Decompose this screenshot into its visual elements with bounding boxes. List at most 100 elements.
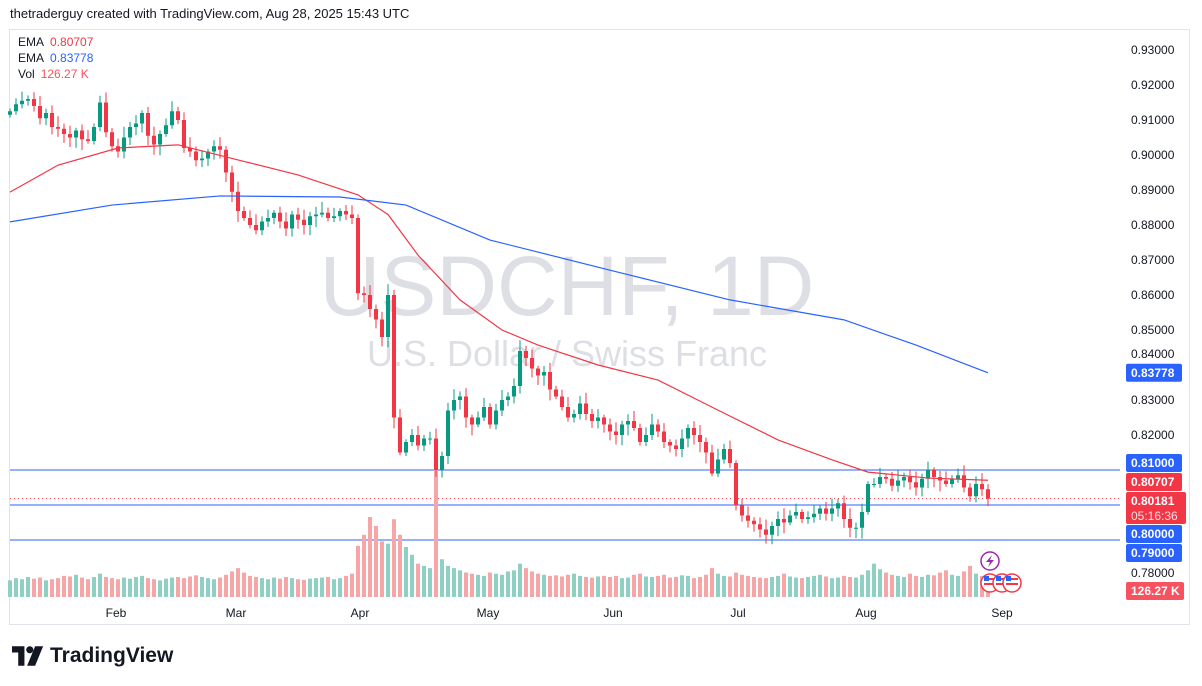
candle-body <box>608 424 612 432</box>
candle-body <box>662 431 666 442</box>
candle <box>836 498 840 517</box>
volume-bar <box>926 574 930 597</box>
candle-body <box>14 104 18 112</box>
candle-body <box>614 431 618 435</box>
time-axis-label: Feb <box>106 606 127 620</box>
candle <box>752 517 756 532</box>
tradingview-logo-icon <box>12 646 44 666</box>
candle-body <box>332 216 336 218</box>
candle <box>458 391 462 410</box>
candle-body <box>590 414 594 421</box>
volume-bar <box>566 574 570 597</box>
volume-bar <box>266 579 270 597</box>
candle-body <box>926 470 930 479</box>
volume-bar <box>290 578 294 597</box>
candle <box>152 126 156 155</box>
volume-bar <box>530 571 534 597</box>
candle-body <box>344 211 348 215</box>
candle <box>446 402 450 465</box>
candle <box>680 429 684 458</box>
candle <box>68 125 72 148</box>
candle <box>284 212 288 237</box>
candle-body <box>104 102 108 133</box>
candle <box>938 471 942 492</box>
axis-price-label: 0.83778 <box>1126 363 1182 382</box>
price-tick-label: 0.78000 <box>1131 566 1175 580</box>
candle-body <box>800 512 804 519</box>
candle <box>908 469 912 490</box>
candle-body <box>446 410 450 456</box>
tradingview-logo[interactable]: TradingView <box>12 644 173 668</box>
candle <box>224 146 228 183</box>
volume-bar <box>524 568 528 597</box>
lightning-icon[interactable] <box>980 551 1000 571</box>
volume-bar <box>668 577 672 597</box>
candle <box>356 214 360 301</box>
candle-body <box>686 428 690 439</box>
volume-bar <box>8 580 12 597</box>
candle-body <box>794 512 798 516</box>
candle-body <box>728 449 732 463</box>
volume-bar <box>368 517 372 597</box>
volume-bar <box>116 579 120 597</box>
legend-ema-slow[interactable]: EMA 0.83778 <box>18 51 94 65</box>
volume-bar <box>248 575 252 597</box>
volume-bar <box>80 577 84 597</box>
candle <box>134 115 138 136</box>
volume-bar <box>644 576 648 597</box>
candle <box>44 108 48 126</box>
candle <box>506 392 510 407</box>
candle-body <box>812 513 816 518</box>
volume-bar <box>488 572 492 597</box>
price-tick-label: 0.82000 <box>1131 428 1175 442</box>
candle <box>470 414 474 436</box>
candle-body <box>86 139 90 141</box>
candle-body <box>620 424 624 435</box>
flag-canton <box>1006 576 1011 581</box>
candle-body <box>230 172 234 192</box>
candle-body <box>878 477 882 484</box>
axis-price-label-text: 0.80000 <box>1131 527 1175 541</box>
candle-body <box>704 442 708 453</box>
candle-body <box>224 149 228 173</box>
chart-pane[interactable] <box>9 29 1190 625</box>
candle <box>632 411 636 431</box>
candle <box>368 285 372 318</box>
candle-body <box>398 417 402 453</box>
volume-bar <box>140 575 144 597</box>
legend-volume[interactable]: Vol 126.27 K <box>18 67 89 81</box>
candle <box>434 428 438 477</box>
candle-body <box>92 127 96 141</box>
candle <box>578 395 582 420</box>
candle <box>338 208 342 222</box>
legend-ema-fast[interactable]: EMA 0.80707 <box>18 35 94 49</box>
candle <box>296 207 300 229</box>
volume-bar <box>374 525 378 597</box>
volume-bar <box>872 563 876 597</box>
flag-stripe <box>984 578 996 580</box>
candle <box>332 207 336 223</box>
candle-body <box>338 211 342 217</box>
candle-body <box>770 526 774 535</box>
volume-bar <box>74 574 78 597</box>
candle <box>140 110 144 133</box>
candle-body <box>734 463 738 505</box>
time-axis-label: Aug <box>855 606 876 620</box>
volume-bar <box>230 571 234 597</box>
candle-body <box>98 102 102 127</box>
volume-bar <box>776 575 780 597</box>
candle-body <box>404 442 408 453</box>
price-tick-label: 0.86000 <box>1131 288 1175 302</box>
candle-body <box>806 517 810 519</box>
us-flag-icon[interactable] <box>1002 573 1022 593</box>
candle-body <box>134 123 138 127</box>
volume-bar <box>44 580 48 597</box>
candle-body <box>464 396 468 418</box>
price-tick-label: 0.85000 <box>1131 323 1175 337</box>
candle-body <box>584 403 588 414</box>
candle <box>56 116 60 137</box>
candle-body <box>656 424 660 432</box>
candle-body <box>164 125 168 134</box>
candle <box>674 439 678 457</box>
